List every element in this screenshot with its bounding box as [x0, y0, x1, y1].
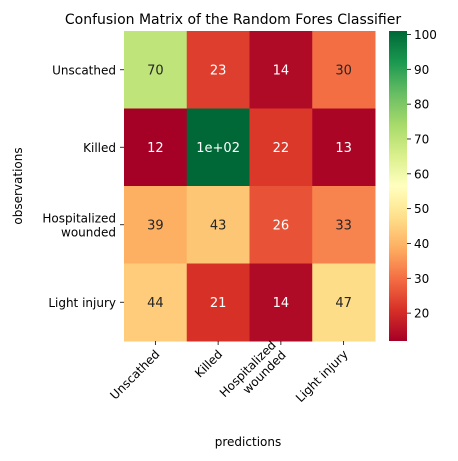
colorbar-tick-label: 30 [414, 272, 429, 286]
colorbar-ticks: 20 30 40 50 60 70 80 90 100 [407, 28, 437, 321]
heatmap-cell [186, 31, 250, 109]
cell-value-label: 44 [147, 296, 164, 311]
x-tick-label: Unscathed [107, 347, 162, 402]
heatmap-cell [186, 108, 250, 187]
heatmap-cell [312, 186, 376, 264]
cell-value-label: 70 [147, 63, 164, 78]
cell-value-label: 23 [210, 63, 227, 78]
colorbar-tick-label: 80 [414, 98, 429, 112]
colorbar-tick-label: 100 [414, 28, 437, 42]
cell-value-label: 12 [147, 141, 164, 156]
heatmap-cell [186, 263, 250, 342]
heatmap-cell [312, 108, 376, 187]
cell-value-label: 26 [273, 218, 290, 233]
cell-value-label: 1e+02 [196, 141, 240, 156]
y-tick-label: Unscathed [52, 63, 116, 77]
colorbar-tick-label: 50 [414, 202, 429, 216]
heatmap-cell [312, 263, 376, 342]
cell-value-label: 14 [273, 63, 290, 78]
y-tick-label: Killed [83, 141, 116, 155]
heatmap-cell [249, 108, 313, 187]
heatmap-cell [186, 186, 250, 264]
heatmap-cell [124, 263, 188, 342]
x-tick-label: Light injury [293, 347, 351, 405]
heatmap-cell [312, 31, 376, 109]
cell-value-label: 33 [335, 218, 352, 233]
chart-title: Confusion Matrix of the Random Fores Cla… [65, 12, 401, 28]
heatmap-cell [249, 186, 313, 264]
heatmap-cell [124, 108, 188, 187]
cell-value-label: 14 [273, 296, 290, 311]
cell-value-label: 22 [273, 141, 290, 156]
cell-value-label: 13 [335, 141, 352, 156]
x-tick-label: Hospitalizedwounded [217, 338, 289, 410]
heatmap-cells: 70 23 14 30 12 1e+02 22 13 39 43 26 33 44 21 14 47 [124, 31, 376, 342]
heatmap-cell [124, 31, 188, 109]
cell-value-label: 47 [335, 296, 352, 311]
y-tick-labels: Unscathed Killed Hospitalized wounded Light … [42, 63, 124, 310]
colorbar-tick-label: 70 [414, 132, 429, 146]
cell-value-label: 21 [210, 296, 227, 311]
cell-value-label: 43 [210, 218, 227, 233]
heatmap-cell [249, 263, 313, 342]
x-axis-label: predictions [215, 435, 281, 449]
colorbar-tick-label: 90 [414, 63, 429, 77]
y-axis-label: observations [11, 147, 25, 224]
y-tick-label: Hospitalized wounded [42, 211, 116, 239]
x-tick-label: Killed [192, 347, 225, 380]
heatmap-cell [124, 186, 188, 264]
colorbar-tick-label: 60 [414, 167, 429, 181]
colorbar-tick-label: 40 [414, 237, 429, 251]
y-tick-label: Light injury [48, 296, 116, 310]
heatmap-cell [249, 31, 313, 109]
colorbar [389, 31, 407, 341]
colorbar-tick-label: 20 [414, 307, 429, 321]
cell-value-label: 30 [335, 63, 352, 78]
cell-value-label: 39 [147, 218, 164, 233]
